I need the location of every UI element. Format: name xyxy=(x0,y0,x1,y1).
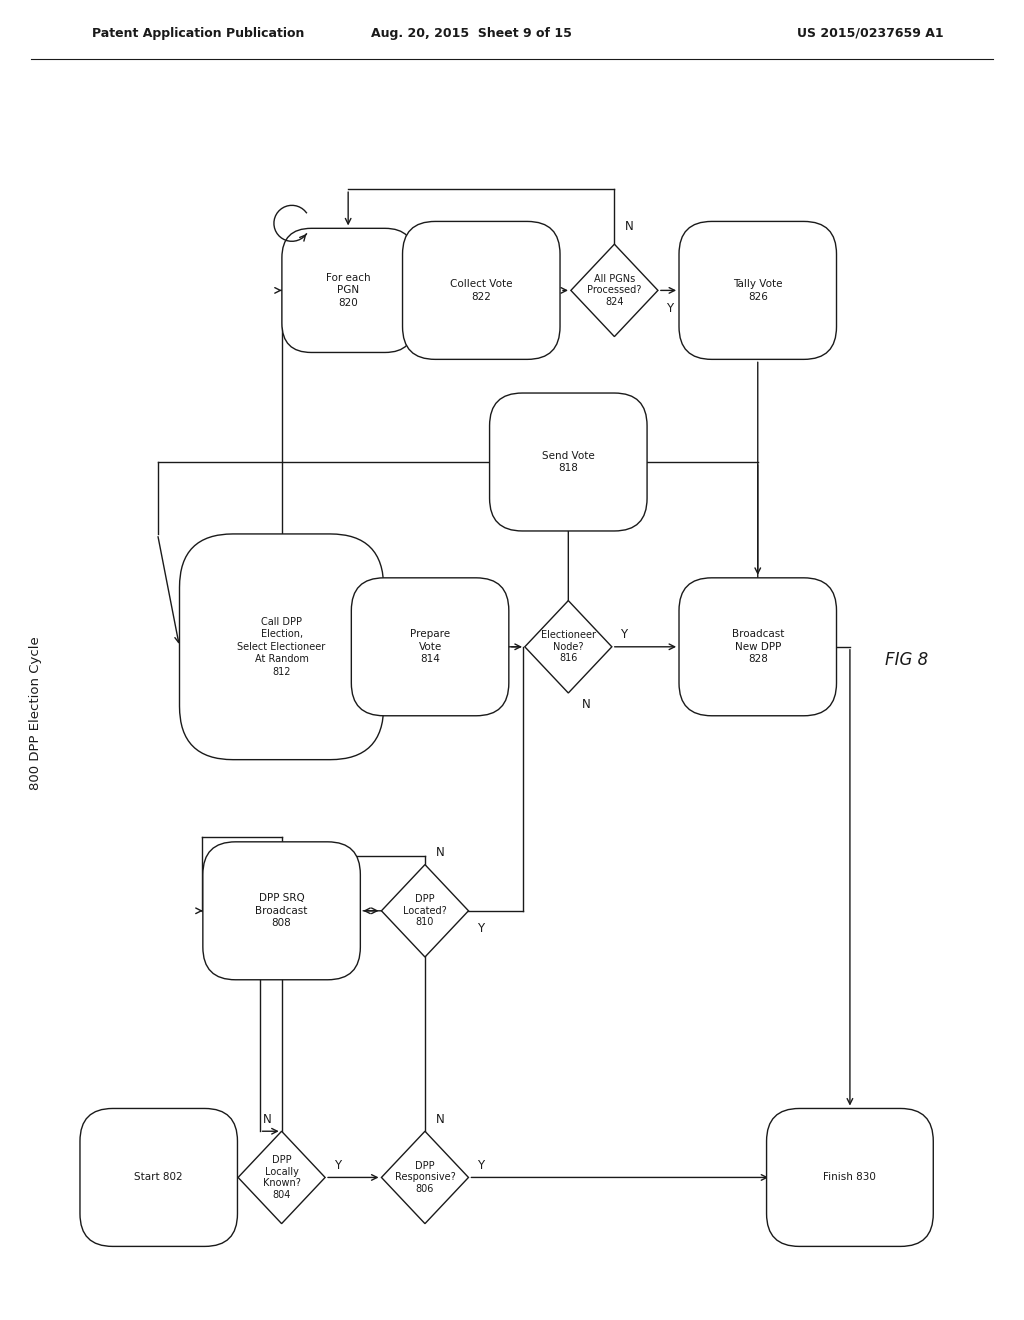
Text: Y: Y xyxy=(621,628,628,642)
Text: Start 802: Start 802 xyxy=(134,1172,183,1183)
Text: Tally Vote
826: Tally Vote 826 xyxy=(733,280,782,301)
FancyBboxPatch shape xyxy=(351,578,509,715)
Text: Broadcast
New DPP
828: Broadcast New DPP 828 xyxy=(731,630,784,664)
Text: DPP
Responsive?
806: DPP Responsive? 806 xyxy=(394,1160,456,1195)
Text: US 2015/0237659 A1: US 2015/0237659 A1 xyxy=(797,26,944,40)
Text: N: N xyxy=(435,846,444,859)
FancyBboxPatch shape xyxy=(80,1109,238,1246)
FancyBboxPatch shape xyxy=(679,578,837,715)
Text: DPP SRQ
Broadcast
808: DPP SRQ Broadcast 808 xyxy=(255,894,308,928)
Polygon shape xyxy=(571,244,658,337)
Text: Electioneer
Node?
816: Electioneer Node? 816 xyxy=(541,630,596,664)
Text: Y: Y xyxy=(477,1159,484,1172)
Text: All PGNs
Processed?
824: All PGNs Processed? 824 xyxy=(587,273,642,308)
Text: Collect Vote
822: Collect Vote 822 xyxy=(450,280,513,301)
FancyBboxPatch shape xyxy=(402,222,560,359)
Text: 800 DPP Election Cycle: 800 DPP Election Cycle xyxy=(30,636,42,789)
FancyBboxPatch shape xyxy=(179,535,384,760)
Text: N: N xyxy=(263,1113,272,1126)
Polygon shape xyxy=(238,1131,326,1224)
Text: N: N xyxy=(582,698,591,711)
Text: N: N xyxy=(625,219,634,232)
Text: Send Vote
818: Send Vote 818 xyxy=(542,451,595,473)
Text: DPP
Locally
Known?
804: DPP Locally Known? 804 xyxy=(263,1155,300,1200)
Text: Patent Application Publication: Patent Application Publication xyxy=(92,26,304,40)
Text: For each
PGN
820: For each PGN 820 xyxy=(326,273,371,308)
Text: Call DPP
Election,
Select Electioneer
At Random
812: Call DPP Election, Select Electioneer At… xyxy=(238,616,326,677)
FancyBboxPatch shape xyxy=(203,842,360,979)
Text: Aug. 20, 2015  Sheet 9 of 15: Aug. 20, 2015 Sheet 9 of 15 xyxy=(371,26,571,40)
Polygon shape xyxy=(525,601,612,693)
FancyBboxPatch shape xyxy=(489,393,647,531)
Text: Y: Y xyxy=(477,923,484,936)
FancyBboxPatch shape xyxy=(679,222,837,359)
Text: DPP
Located?
810: DPP Located? 810 xyxy=(403,894,446,928)
Text: N: N xyxy=(435,1113,444,1126)
Polygon shape xyxy=(381,1131,469,1224)
Polygon shape xyxy=(381,865,469,957)
Text: Y: Y xyxy=(334,1159,341,1172)
Text: Y: Y xyxy=(667,302,674,315)
Text: Finish 830: Finish 830 xyxy=(823,1172,877,1183)
Text: Prepare
Vote
814: Prepare Vote 814 xyxy=(410,630,451,664)
Text: FIG 8: FIG 8 xyxy=(885,651,928,669)
FancyBboxPatch shape xyxy=(767,1109,933,1246)
FancyBboxPatch shape xyxy=(282,228,415,352)
